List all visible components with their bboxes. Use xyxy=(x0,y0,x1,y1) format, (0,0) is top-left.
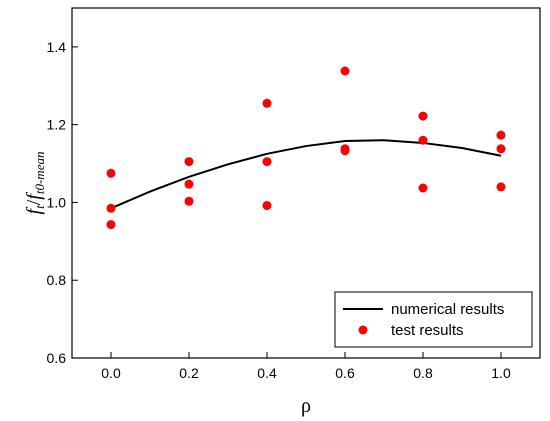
x-tick-label: 0.0 xyxy=(101,365,121,381)
test-result-point xyxy=(496,144,506,154)
x-tick-label: 0.6 xyxy=(335,365,355,381)
legend-point-swatch xyxy=(358,325,368,335)
numerical-results-layer xyxy=(110,139,502,210)
y-tick-label: 1.0 xyxy=(47,194,67,210)
test-result-point xyxy=(496,182,506,192)
y-axis-ticks: 0.6 0.8 1.0 1.2 1.4 xyxy=(47,39,78,366)
legend: numerical results test results xyxy=(334,291,533,348)
legend-label-numerical: numerical results xyxy=(391,301,504,318)
test-result-point xyxy=(262,201,272,211)
x-tick-label: 1.0 xyxy=(491,365,511,381)
test-result-point xyxy=(106,220,116,230)
legend-label-test: test results xyxy=(391,322,464,339)
numerical-results-line xyxy=(110,139,502,210)
y-axis-title-divider: / xyxy=(23,199,45,205)
test-result-point xyxy=(184,196,194,206)
plot-frame xyxy=(71,7,541,359)
legend-box xyxy=(334,291,533,348)
test-results-layer xyxy=(106,66,506,230)
y-axis-title-main-subscript: t xyxy=(32,205,47,209)
test-result-point xyxy=(106,203,116,213)
y-tick-label: 1.2 xyxy=(47,117,67,133)
x-tick-label: 0.2 xyxy=(179,365,199,381)
y-axis-title-main: f xyxy=(23,206,45,214)
test-result-point xyxy=(184,179,194,189)
x-axis-title: ρ xyxy=(301,395,311,417)
test-result-point xyxy=(262,98,272,108)
y-axis-title-ref: f xyxy=(23,192,45,200)
x-tick-label: 0.4 xyxy=(257,365,277,381)
test-result-point xyxy=(340,146,350,156)
test-result-point xyxy=(340,66,350,76)
y-tick-label: 0.6 xyxy=(47,350,67,366)
test-result-point xyxy=(496,130,506,140)
x-tick-label: 0.8 xyxy=(413,365,433,381)
y-tick-label: 1.4 xyxy=(47,39,67,55)
y-axis-title: ft/ft0-mean xyxy=(23,152,47,215)
test-result-point xyxy=(418,183,428,193)
y-tick-label: 0.8 xyxy=(47,272,67,288)
test-result-point xyxy=(262,157,272,167)
y-axis-title-ref-subscript: t0-mean xyxy=(32,152,47,195)
test-result-point xyxy=(106,168,116,178)
test-result-point xyxy=(184,157,194,167)
test-result-point xyxy=(418,135,428,145)
x-axis-ticks: 0.0 0.2 0.4 0.6 0.8 1.0 xyxy=(101,352,511,381)
test-result-point xyxy=(418,111,428,121)
